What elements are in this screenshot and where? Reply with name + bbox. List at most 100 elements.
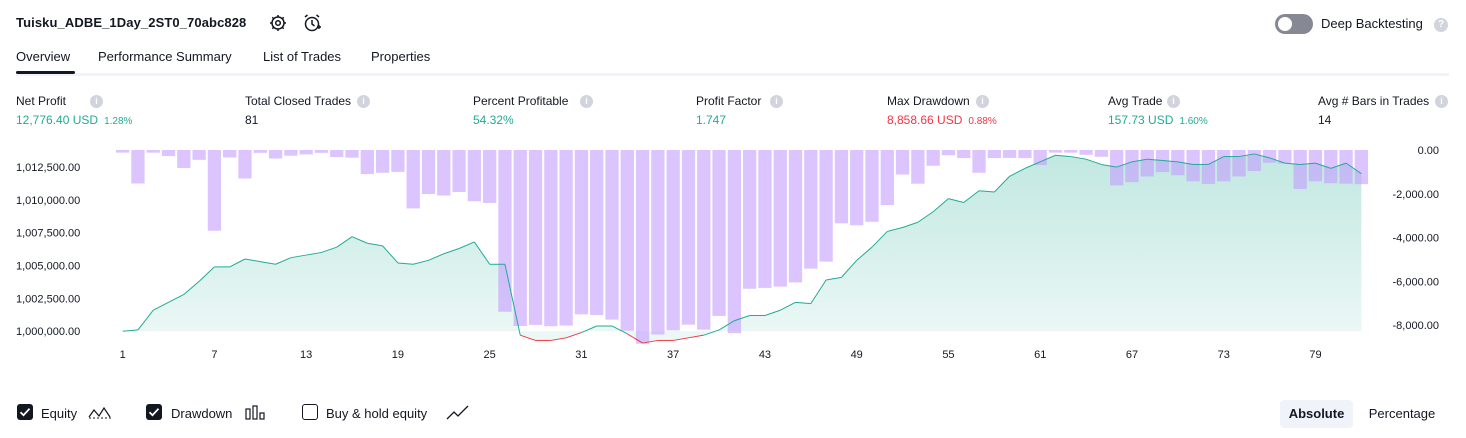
drawdown-bar	[391, 150, 405, 172]
equity-line-segment	[780, 301, 796, 311]
drawdown-bar	[697, 150, 711, 330]
info-icon[interactable]: i	[770, 95, 783, 108]
equity-line-segment	[1284, 162, 1301, 165]
drawdown-bar	[880, 150, 894, 206]
left-axis-tick-label: 1,007,500.00	[16, 228, 80, 240]
equity-line-segment	[1254, 153, 1270, 159]
buy-hold-checkbox[interactable]	[302, 404, 318, 420]
drawdown-bar	[1018, 150, 1032, 159]
drawdown-bar	[238, 150, 252, 179]
drawdown-bar	[758, 150, 772, 288]
drawdown-bar	[223, 150, 237, 158]
metric-label: Max Drawdown	[887, 94, 970, 108]
equity-line-segment	[565, 332, 582, 339]
drawdown-bar	[788, 150, 803, 283]
drawdown-bar	[895, 150, 910, 175]
equity-line-segment	[1101, 163, 1117, 168]
drawdown-bar	[360, 150, 374, 175]
left-axis-tick-label: 1,012,500.00	[16, 162, 80, 174]
metric-value: 8,858.66 USD 0.88%	[887, 113, 997, 127]
metric-value-text: 157.73 USD	[1108, 113, 1174, 127]
equity-line-segment	[978, 190, 995, 193]
drawdown-bar	[972, 150, 986, 173]
drawdown-bar	[1308, 150, 1323, 182]
drawdown-bar	[1354, 150, 1368, 185]
drawdown-bar	[146, 150, 160, 153]
x-axis-tick-label: 49	[851, 349, 863, 361]
drawdown-checkbox[interactable]	[146, 404, 162, 420]
info-icon[interactable]: i	[90, 95, 103, 108]
metric-label: Total Closed Trades	[245, 94, 352, 108]
metric-label: Profit Factor	[696, 94, 762, 108]
equity-line-segment	[581, 325, 597, 334]
metric-percent: 1.28%	[104, 116, 133, 127]
drawdown-bar	[207, 150, 222, 231]
question-icon[interactable]: ?	[1434, 18, 1448, 32]
equity-line-segment	[673, 337, 689, 341]
info-icon[interactable]: i	[1167, 95, 1180, 108]
equity-line-segment	[473, 241, 491, 265]
equity-line-segment	[1055, 154, 1071, 158]
gear-icon[interactable]	[268, 13, 288, 33]
drawdown-bar	[620, 150, 634, 331]
tab-properties[interactable]: Properties	[371, 49, 431, 64]
x-axis-tick-label: 25	[484, 349, 496, 361]
drawdown-bar	[712, 150, 726, 316]
drawdown-bar	[375, 150, 390, 173]
tab-list-of-trades[interactable]: List of Trades	[263, 49, 342, 64]
equity-line-segment	[336, 236, 353, 248]
equity-line-segment	[1345, 162, 1362, 175]
equity-line-segment	[1040, 154, 1056, 163]
equity-line-segment	[351, 236, 368, 244]
drawdown-bars-icon	[245, 405, 267, 426]
tab-performance-summary[interactable]: Performance Summary	[98, 49, 232, 64]
equity-line-segment	[229, 258, 246, 268]
drawdown-bar	[941, 150, 956, 156]
percentage-button[interactable]: Percentage	[1368, 406, 1436, 421]
drawdown-bar	[804, 150, 818, 269]
drawdown-bar	[437, 150, 451, 196]
equity-line-segment	[275, 257, 292, 265]
equity-line-segment	[397, 262, 414, 265]
equity-line-segment	[1177, 161, 1194, 165]
absolute-button[interactable]: Absolute	[1280, 400, 1353, 428]
drawdown-bar	[192, 150, 206, 160]
equity-line-segment	[1147, 158, 1163, 162]
equity-line-segment	[734, 315, 750, 322]
metric-value: 12,776.40 USD 1.28%	[16, 113, 132, 127]
x-axis-tick-label: 37	[667, 349, 679, 361]
tab-separator	[16, 73, 1449, 76]
equity-line-segment	[826, 276, 842, 281]
metric-value-text: 54.32%	[473, 113, 514, 127]
metric-value: 14	[1318, 113, 1331, 127]
drawdown-bar	[498, 150, 512, 312]
drawdown-bar	[1171, 150, 1185, 176]
info-icon[interactable]: i	[1435, 95, 1448, 108]
equity-checkbox[interactable]	[17, 404, 33, 420]
equity-line-segment	[367, 242, 383, 247]
x-axis-tick-label: 79	[1309, 349, 1321, 361]
drawdown-bar	[421, 150, 436, 194]
drawdown-legend-label: Drawdown	[171, 406, 233, 421]
equity-line-segment	[122, 329, 138, 332]
tab-overview[interactable]: Overview	[16, 49, 71, 64]
drawdown-bar	[483, 150, 497, 203]
info-icon[interactable]: i	[976, 95, 989, 108]
deep-backtesting-toggle[interactable]	[1275, 14, 1313, 34]
metric-value: 157.73 USD 1.60%	[1108, 113, 1208, 127]
x-axis-tick-label: 13	[300, 349, 312, 361]
equity-area	[122, 153, 1362, 344]
info-icon[interactable]: i	[357, 95, 370, 108]
info-icon[interactable]: i	[580, 95, 593, 108]
drawdown-bar	[1110, 150, 1124, 186]
equity-drawdown-chart[interactable]: 1,012,500.00 1,010,000.00 1,007,500.00 1,00…	[0, 140, 1466, 376]
trend-line-icon	[446, 405, 470, 426]
drawdown-bar	[590, 150, 604, 316]
equity-line-segment	[290, 254, 307, 259]
x-axis-tick-label: 7	[211, 349, 217, 361]
alarm-clock-add-icon[interactable]	[302, 13, 322, 33]
equity-line-segment	[703, 329, 720, 336]
metric-value-text: 8,858.66 USD	[887, 113, 963, 127]
drawdown-bar	[834, 150, 849, 224]
drawdown-bar	[116, 150, 130, 153]
